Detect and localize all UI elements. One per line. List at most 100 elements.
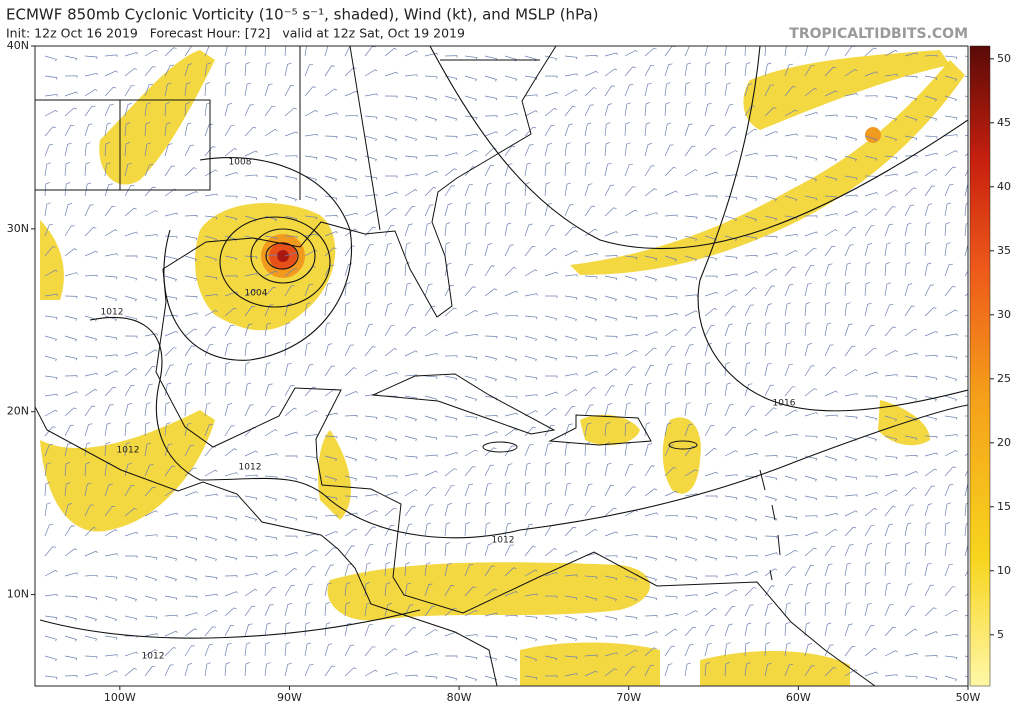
wind-barb: [144, 164, 154, 177]
wind-barb: [144, 210, 158, 217]
wind-barb: [164, 212, 178, 217]
wind-barb: [364, 323, 373, 337]
wind-barb: [884, 489, 898, 497]
wind-barb: [844, 544, 854, 557]
wind-barb: [464, 242, 471, 257]
wind-barb: [44, 94, 58, 97]
wind-barb: [904, 95, 918, 101]
wind-barb: [84, 274, 98, 278]
wind-barb: [484, 522, 491, 537]
wind-barb: [344, 601, 351, 617]
wind-barb: [484, 482, 492, 497]
wind-barb: [904, 155, 918, 158]
wind-barb: [704, 425, 715, 437]
wind-barb: [364, 262, 371, 277]
wind-barb: [564, 595, 578, 600]
wind-barb: [884, 73, 898, 77]
wind-barb: [264, 195, 278, 202]
wind-barb: [824, 528, 838, 537]
wind-barb: [824, 114, 838, 117]
wind-barb: [364, 415, 378, 420]
wind-barb: [744, 304, 754, 317]
wind-barb: [564, 550, 578, 557]
wind-barb: [244, 288, 258, 297]
wind-barb: [544, 571, 558, 577]
wind-barb: [684, 626, 697, 637]
wind-barb: [324, 88, 338, 97]
wind-barb: [144, 275, 158, 282]
wind-barb: [284, 155, 298, 158]
wind-barb: [784, 533, 798, 537]
wind-barb: [964, 502, 968, 517]
wind-barb: [644, 347, 657, 357]
wind-barb: [184, 595, 198, 599]
wind-barb: [924, 262, 932, 277]
wind-barb: [364, 93, 378, 97]
wind-barb: [704, 343, 712, 357]
wind-barb: [244, 61, 251, 77]
wind-barb: [744, 428, 758, 437]
wind-barb: [964, 544, 968, 557]
wind-barb: [604, 122, 611, 137]
wind-barb: [164, 647, 177, 657]
wind-barb: [584, 141, 591, 157]
wind-barb: [644, 575, 658, 582]
wind-barb: [944, 309, 958, 317]
wind-barb: [684, 344, 694, 357]
wind-barb: [924, 503, 933, 517]
wind-barb: [864, 281, 871, 297]
wind-barb: [824, 66, 837, 77]
wind-barb: [644, 664, 655, 677]
wind-barb: [544, 655, 558, 661]
wind-barb: [264, 270, 278, 277]
wind-barb: [664, 312, 678, 317]
wind-barb: [404, 326, 417, 337]
wind-barb: [384, 475, 398, 478]
wind-barb: [684, 193, 698, 197]
wind-barb: [904, 171, 918, 177]
wind-barb: [664, 167, 677, 177]
wind-barb: [44, 426, 56, 437]
wind-barb: [304, 566, 316, 577]
wind-barb: [924, 330, 938, 337]
wind-barb: [64, 91, 78, 97]
wind-barb: [944, 542, 951, 557]
wind-barb: [224, 425, 235, 437]
wind-barb: [104, 441, 111, 457]
wind-barb: [304, 109, 318, 117]
wind-barb: [764, 495, 778, 502]
wind-barb: [244, 195, 258, 201]
wind-barb: [164, 275, 178, 282]
wind-barb: [64, 655, 78, 661]
wind-barb: [604, 555, 618, 558]
wind-barb: [524, 635, 538, 642]
wind-barb: [164, 295, 178, 301]
wind-barb: [584, 635, 598, 641]
wind-barb: [144, 510, 158, 517]
wind-barb: [364, 544, 374, 557]
wind-barb: [884, 49, 898, 57]
wind-barb: [744, 235, 758, 241]
wind-barb: [424, 135, 438, 141]
wind-barb: [524, 355, 538, 362]
wind-barb: [704, 555, 718, 561]
wind-barb: [664, 345, 676, 357]
wind-barb: [744, 452, 759, 457]
wind-barb: [544, 75, 558, 79]
wind-barb: [104, 654, 118, 657]
wind-barb: [264, 515, 278, 522]
wind-barb: [684, 535, 698, 542]
wind-barb: [804, 111, 818, 117]
wind-barb: [104, 70, 118, 77]
wind-barb: [44, 75, 58, 80]
wind-barb: [584, 483, 593, 497]
wind-barb: [444, 241, 451, 257]
wind-barb: [684, 255, 698, 262]
wind-barb: [764, 235, 778, 239]
wind-barb: [944, 395, 958, 402]
wind-barb: [104, 295, 118, 302]
wind-barb: [844, 302, 851, 317]
wind-barb: [204, 381, 210, 397]
wind-barb: [544, 615, 558, 621]
wind-barb: [764, 46, 767, 57]
